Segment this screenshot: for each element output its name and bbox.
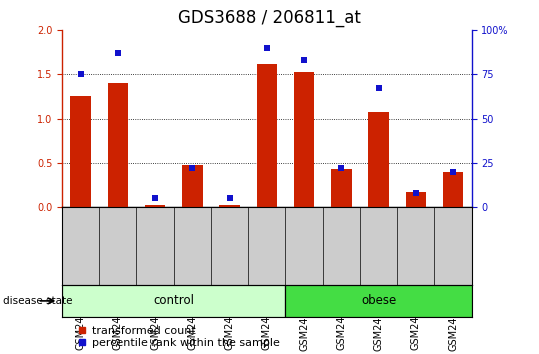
Bar [71,96,91,207]
Bar [294,72,314,207]
Point [300,57,308,63]
Bar [286,285,472,317]
Bar [331,169,351,207]
Point [448,169,457,175]
Text: obese: obese [361,295,396,307]
Bar [145,205,165,207]
Legend: transformed count, percentile rank within the sample: transformed count, percentile rank withi… [78,326,280,348]
Point [374,86,383,91]
Point [114,50,122,56]
Point [262,45,271,51]
Point [225,195,234,201]
Bar [443,172,463,207]
Point [77,72,85,77]
Bar [219,205,240,207]
Point [337,165,345,171]
Bar [182,166,203,207]
Bar [257,64,277,207]
Point [411,190,420,196]
Point [188,165,197,171]
Text: GDS3688 / 206811_at: GDS3688 / 206811_at [178,9,361,27]
Text: control: control [153,295,194,307]
Text: disease state: disease state [3,296,72,306]
Point [151,195,160,201]
Bar [62,285,286,317]
Bar [368,113,389,207]
Bar [108,83,128,207]
Bar [405,192,426,207]
